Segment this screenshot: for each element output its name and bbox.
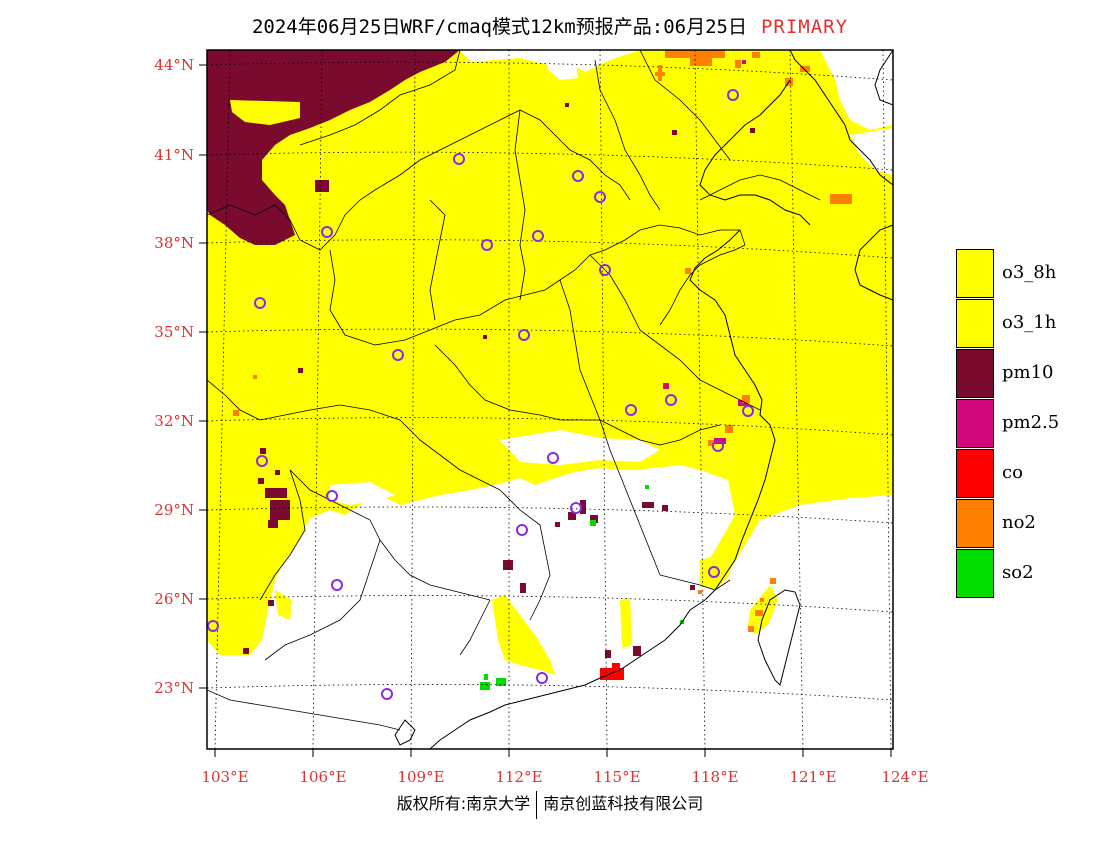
- legend-label: pm2.5: [1002, 412, 1060, 433]
- o3-region-main: [207, 50, 893, 655]
- white-patch-central: [500, 430, 660, 465]
- copyright-owner: 版权所有:南京大学: [396, 794, 531, 813]
- white-patch-north-2: [820, 50, 893, 130]
- title-main: 2024年06月25日WRF/cmaq模式12km预报产品:06月25日: [251, 16, 747, 38]
- pm10-region-northwest: [207, 50, 460, 245]
- lat-label-26: 26°N: [154, 590, 194, 608]
- pm10-scattered-pixels: [243, 103, 755, 658]
- legend-item-so2: so2: [956, 549, 1100, 599]
- copyright-footer: 版权所有:南京大学 南京创蓝科技有限公司: [0, 790, 1100, 819]
- legend-swatch: [956, 399, 994, 448]
- pollutant-legend: o3_8h o3_1h pm10 pm2.5 co no2 so2: [956, 249, 1100, 599]
- white-patch-west: [330, 482, 395, 505]
- graticule-lat: [207, 61, 893, 701]
- map-frame: [206, 49, 894, 750]
- lon-label-124: 124°E: [881, 768, 928, 786]
- legend-label: co: [1002, 462, 1023, 483]
- legend-item-pm25: pm2.5: [956, 399, 1100, 449]
- legend-item-co: co: [956, 449, 1100, 499]
- legend-label: o3_1h: [1002, 312, 1057, 333]
- lon-label-106: 106°E: [299, 768, 346, 786]
- legend-label: no2: [1002, 512, 1036, 533]
- map-content: [207, 50, 893, 749]
- o3-patch-fujian: [700, 555, 730, 590]
- legend-item-pm10: pm10: [956, 349, 1100, 399]
- lat-label-29: 29°N: [154, 501, 194, 519]
- legend-label: pm10: [1002, 362, 1054, 383]
- lon-label-112: 112°E: [495, 768, 542, 786]
- legend-swatch: [956, 449, 994, 498]
- footer-separator: [536, 790, 538, 819]
- legend-swatch: [956, 499, 994, 548]
- white-patch-north-1: [548, 55, 578, 80]
- o3-patch-guangxi: [492, 595, 555, 675]
- legend-item-o3-8h: o3_8h: [956, 249, 1100, 299]
- white-patch-ne-coast: [850, 128, 893, 175]
- lat-label-23: 23°N: [154, 679, 194, 697]
- lat-label-38: 38°N: [154, 234, 194, 252]
- title-primary-tag: PRIMARY: [760, 16, 849, 38]
- lon-label-118: 118°E: [691, 768, 738, 786]
- legend-swatch: [956, 249, 994, 298]
- lat-axis: 44°N 41°N 38°N 35°N 32°N 29°N 26°N 23°N: [154, 56, 207, 697]
- station-markers: [207, 89, 754, 700]
- lon-label-115: 115°E: [593, 768, 640, 786]
- o3-patch-southwest: [275, 590, 292, 620]
- lon-label-121: 121°E: [789, 768, 836, 786]
- legend-label: o3_8h: [1002, 262, 1057, 283]
- o3-patch-guangdong: [620, 598, 632, 648]
- lon-label-109: 109°E: [397, 768, 444, 786]
- lon-label-103: 103°E: [201, 768, 248, 786]
- lat-label-35: 35°N: [154, 323, 194, 341]
- legend-label: so2: [1002, 562, 1034, 583]
- legend-swatch: [956, 549, 994, 598]
- legend-swatch: [956, 349, 994, 398]
- legend-item-no2: no2: [956, 499, 1100, 549]
- lat-label-32: 32°N: [154, 412, 194, 430]
- lon-axis: 103°E 106°E 109°E 112°E 115°E 118°E 121°…: [201, 749, 929, 786]
- lat-label-41: 41°N: [154, 146, 194, 164]
- copyright-company: 南京创蓝科技有限公司: [543, 794, 704, 813]
- lat-label-44: 44°N: [154, 56, 194, 74]
- pm10-notch: [230, 100, 300, 125]
- map-title: 2024年06月25日WRF/cmaq模式12km预报产品:06月25日 PRIM…: [0, 12, 1100, 39]
- legend-item-o3-1h: o3_1h: [956, 299, 1100, 349]
- legend-swatch: [956, 299, 994, 348]
